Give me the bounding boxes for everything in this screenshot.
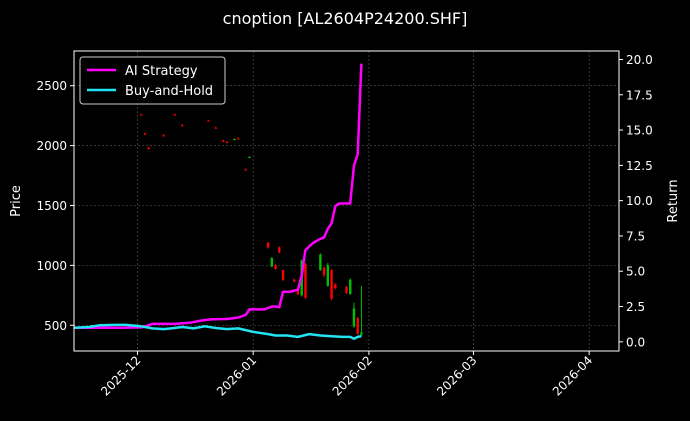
candle-body bbox=[356, 318, 359, 334]
candle-body bbox=[237, 138, 240, 140]
candle-body bbox=[296, 290, 300, 295]
candle-body bbox=[181, 125, 184, 127]
y-tick-label-left: 1000 bbox=[36, 259, 67, 273]
y-axis-right: 0.0 2.5 5.0 7.5 10.0 12.5 15.0 17.5 20.0 bbox=[619, 53, 653, 349]
y-tick-label-right: 15.0 bbox=[626, 124, 653, 138]
candle-body bbox=[225, 142, 229, 144]
y-tick-label-right: 17.5 bbox=[626, 88, 653, 102]
chart-title: cnoption [AL2604P24200.SHF] bbox=[223, 9, 468, 28]
legend-label-strategy: AI Strategy bbox=[125, 64, 198, 79]
candle-body bbox=[147, 148, 150, 150]
y-axis-left: 500 1000 1500 2000 2500 bbox=[36, 79, 74, 333]
candle-body bbox=[274, 265, 277, 269]
candle-body bbox=[352, 308, 356, 327]
candle-body bbox=[293, 279, 296, 282]
y-tick-label-left: 2500 bbox=[36, 79, 67, 93]
y-tick-label-right: 20.0 bbox=[626, 53, 653, 67]
return-lines bbox=[73, 63, 363, 340]
candle-body bbox=[143, 133, 147, 135]
y-tick-label-right: 5.0 bbox=[626, 265, 645, 279]
candle-body bbox=[304, 264, 307, 298]
candle-body bbox=[270, 258, 274, 267]
candle-body bbox=[322, 267, 326, 275]
y-tick-label-right: 0.0 bbox=[626, 335, 645, 349]
candle-body bbox=[139, 114, 143, 116]
candle-body bbox=[278, 247, 281, 253]
candle-body bbox=[360, 332, 363, 335]
y-tick-label-left: 1500 bbox=[36, 199, 67, 213]
y-tick-label-right: 12.5 bbox=[626, 159, 653, 173]
y-tick-label-left: 2000 bbox=[36, 139, 67, 153]
candle-body bbox=[222, 140, 225, 142]
candle-body bbox=[162, 135, 165, 137]
candle-body bbox=[330, 270, 333, 299]
candle-body bbox=[326, 265, 330, 286]
y-axis-right-label: Return bbox=[666, 179, 681, 222]
candle-body bbox=[244, 169, 247, 171]
candle-body bbox=[214, 127, 218, 129]
y-tick-label-right: 2.5 bbox=[626, 300, 645, 314]
y-axis-left-label: Price bbox=[9, 185, 24, 217]
y-tick-label-right: 7.5 bbox=[626, 229, 645, 243]
candle-body bbox=[345, 286, 348, 293]
legend: AI Strategy Buy-and-Hold bbox=[79, 56, 226, 105]
candle-body bbox=[266, 242, 270, 248]
candle-body bbox=[281, 270, 285, 280]
y-tick-label-right: 10.0 bbox=[626, 194, 653, 208]
candle-body bbox=[233, 139, 236, 141]
candle-body bbox=[173, 114, 176, 116]
candle-body bbox=[207, 120, 210, 122]
buyhold-line bbox=[73, 323, 362, 340]
legend-box bbox=[79, 56, 226, 105]
candle-body bbox=[319, 254, 322, 271]
grid bbox=[74, 51, 619, 351]
strategy-line bbox=[74, 63, 363, 329]
y-tick-label-left: 500 bbox=[44, 319, 67, 333]
legend-label-buyhold: Buy-and-Hold bbox=[125, 84, 213, 99]
candle-body bbox=[248, 156, 251, 158]
candle-body bbox=[349, 279, 352, 295]
candle-body bbox=[334, 284, 337, 289]
